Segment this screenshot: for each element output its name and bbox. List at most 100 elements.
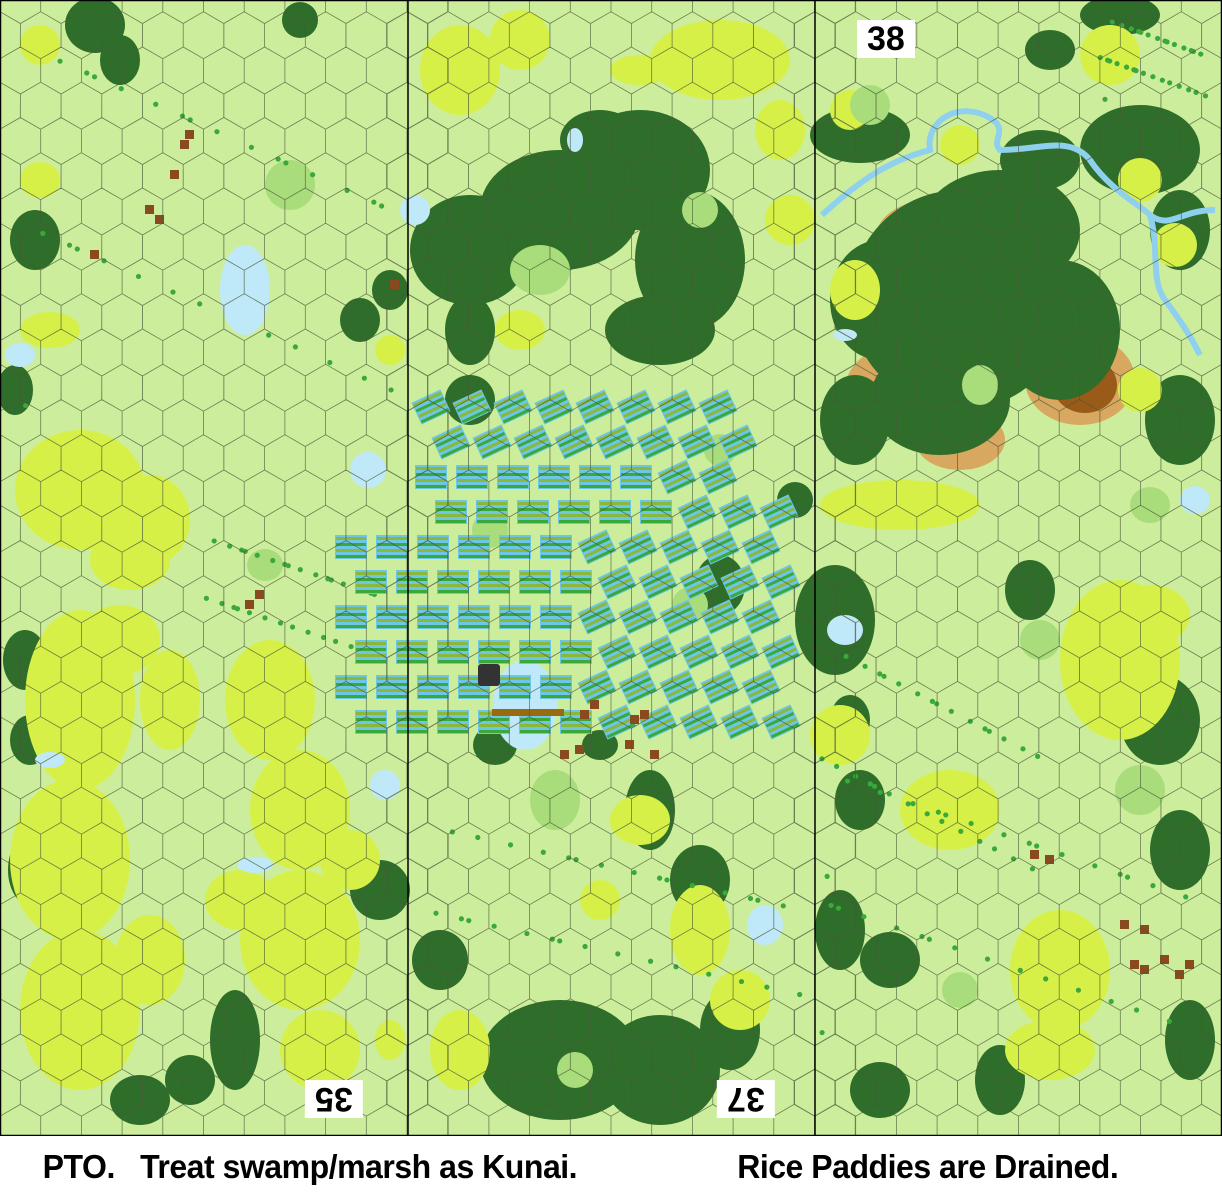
kunai-symbol: [1140, 70, 1146, 76]
grain-patch: [430, 1010, 490, 1090]
paddy-crop-row: [621, 485, 651, 488]
paddy-crop-row: [702, 397, 732, 413]
paddy-crop-row: [438, 642, 468, 645]
paddy-crop-row: [725, 507, 754, 523]
grain-patch: [900, 770, 1000, 850]
paddy-crop-row: [604, 647, 633, 663]
paddy-crop-row: [666, 612, 695, 628]
paddy-crop-row: [748, 682, 777, 698]
grain-patch: [20, 312, 80, 348]
paddy-crop-row: [580, 479, 610, 482]
kunai-symbol: [819, 1029, 825, 1036]
kunai-symbol: [292, 344, 298, 350]
paddy-crop-row: [522, 442, 552, 459]
kunai-symbol: [1162, 38, 1168, 44]
kunai-symbol: [313, 572, 319, 578]
kunai-symbol: [828, 902, 834, 909]
kunai-symbol: [1131, 67, 1137, 73]
paddy-crop-row: [768, 647, 797, 663]
paddy-crop-row: [415, 397, 445, 413]
grain-patch: [115, 915, 185, 1005]
brush-patch: [265, 160, 315, 210]
paddy-crop-row: [541, 537, 571, 540]
kunai-symbol: [1150, 74, 1156, 80]
paddy-crop-row: [336, 677, 366, 680]
grain-patch: [765, 195, 815, 245]
paddy-crop-row: [602, 437, 631, 453]
paddy-crop-row: [641, 514, 671, 517]
kunai-symbol: [943, 812, 949, 818]
rice-paddy: [499, 675, 531, 699]
grain-patch: [205, 870, 275, 930]
paddy-crop-row: [666, 407, 696, 424]
paddy-crop-row: [661, 397, 691, 413]
rice-paddy: [679, 564, 719, 600]
paddy-crop-row: [420, 407, 450, 424]
kunai-symbol: [952, 945, 958, 951]
rice-paddy: [579, 465, 611, 489]
paddy-crop-row: [438, 712, 468, 715]
rice-paddy: [396, 570, 428, 594]
kunai-symbol: [248, 144, 255, 150]
rice-paddy: [560, 570, 592, 594]
paddy-crop-row: [336, 537, 366, 540]
paddy-crop-row: [397, 712, 427, 715]
paddy-crop-row: [418, 555, 448, 558]
board-number-35: 35: [305, 1080, 363, 1118]
paddy-crop-row: [581, 537, 611, 553]
scenario-caption: PTO. Treat swamp/marsh as Kunai. Rice Pa…: [0, 1140, 1185, 1200]
paddy-crop-row: [498, 467, 528, 470]
paddy-crop-row: [518, 502, 548, 505]
rice-paddy: [519, 570, 551, 594]
paddy-crop-row: [707, 407, 737, 424]
kunai-symbol: [1092, 863, 1098, 869]
building: [1140, 965, 1149, 974]
kunai-symbol: [977, 838, 983, 844]
paddy-crop-row: [438, 654, 468, 657]
woods-patch: [100, 35, 140, 85]
paddy-crop-row: [397, 660, 427, 663]
grain-patch: [650, 20, 790, 100]
paddy-crop-row: [479, 724, 509, 727]
kunai-symbol: [1026, 840, 1032, 846]
paddy-crop-row: [707, 542, 736, 558]
paddy-crop-row: [336, 543, 366, 546]
kunai-symbol: [1145, 32, 1151, 38]
kunai-symbol: [1171, 41, 1178, 48]
rice-paddy: [335, 605, 367, 629]
kunai-symbol: [211, 538, 217, 544]
paddy-crop-row: [663, 537, 693, 553]
kunai-symbol: [844, 778, 851, 784]
kunai-symbol: [1159, 77, 1165, 83]
rice-paddy: [595, 424, 635, 460]
paddy-crop-row: [559, 514, 589, 517]
woods-patch: [600, 1015, 720, 1125]
kunai-symbol: [867, 781, 873, 787]
rice-paddy: [698, 389, 738, 425]
game-map[interactable]: [0, 0, 1222, 1136]
paddy-crop-row: [559, 502, 589, 505]
grain-patch: [1080, 25, 1140, 85]
woods-patch: [815, 890, 865, 970]
paddy-crop-row: [702, 531, 731, 547]
paddy-crop-row: [502, 407, 532, 424]
woods-patch: [635, 190, 745, 330]
kunai-symbol: [118, 86, 124, 92]
kunai-symbol: [958, 828, 964, 834]
paddy-crop-row: [664, 472, 693, 488]
paddy-crop-row: [459, 677, 489, 680]
kunai-symbol: [706, 971, 712, 977]
paddy-crop-row: [559, 508, 589, 511]
paddy-crop-row: [584, 682, 613, 698]
paddy-crop-row: [418, 607, 448, 610]
paddy-crop-row: [481, 442, 511, 459]
kunai-symbol: [91, 74, 98, 80]
building: [1160, 955, 1169, 964]
kunai-symbol: [910, 801, 916, 807]
grain-patch: [495, 310, 545, 350]
paddy-crop-row: [600, 508, 630, 511]
kunai-symbol: [1029, 866, 1036, 872]
kunai-symbol: [1188, 48, 1194, 54]
paddy-crop-row: [707, 477, 737, 494]
rice-paddy: [659, 529, 699, 565]
